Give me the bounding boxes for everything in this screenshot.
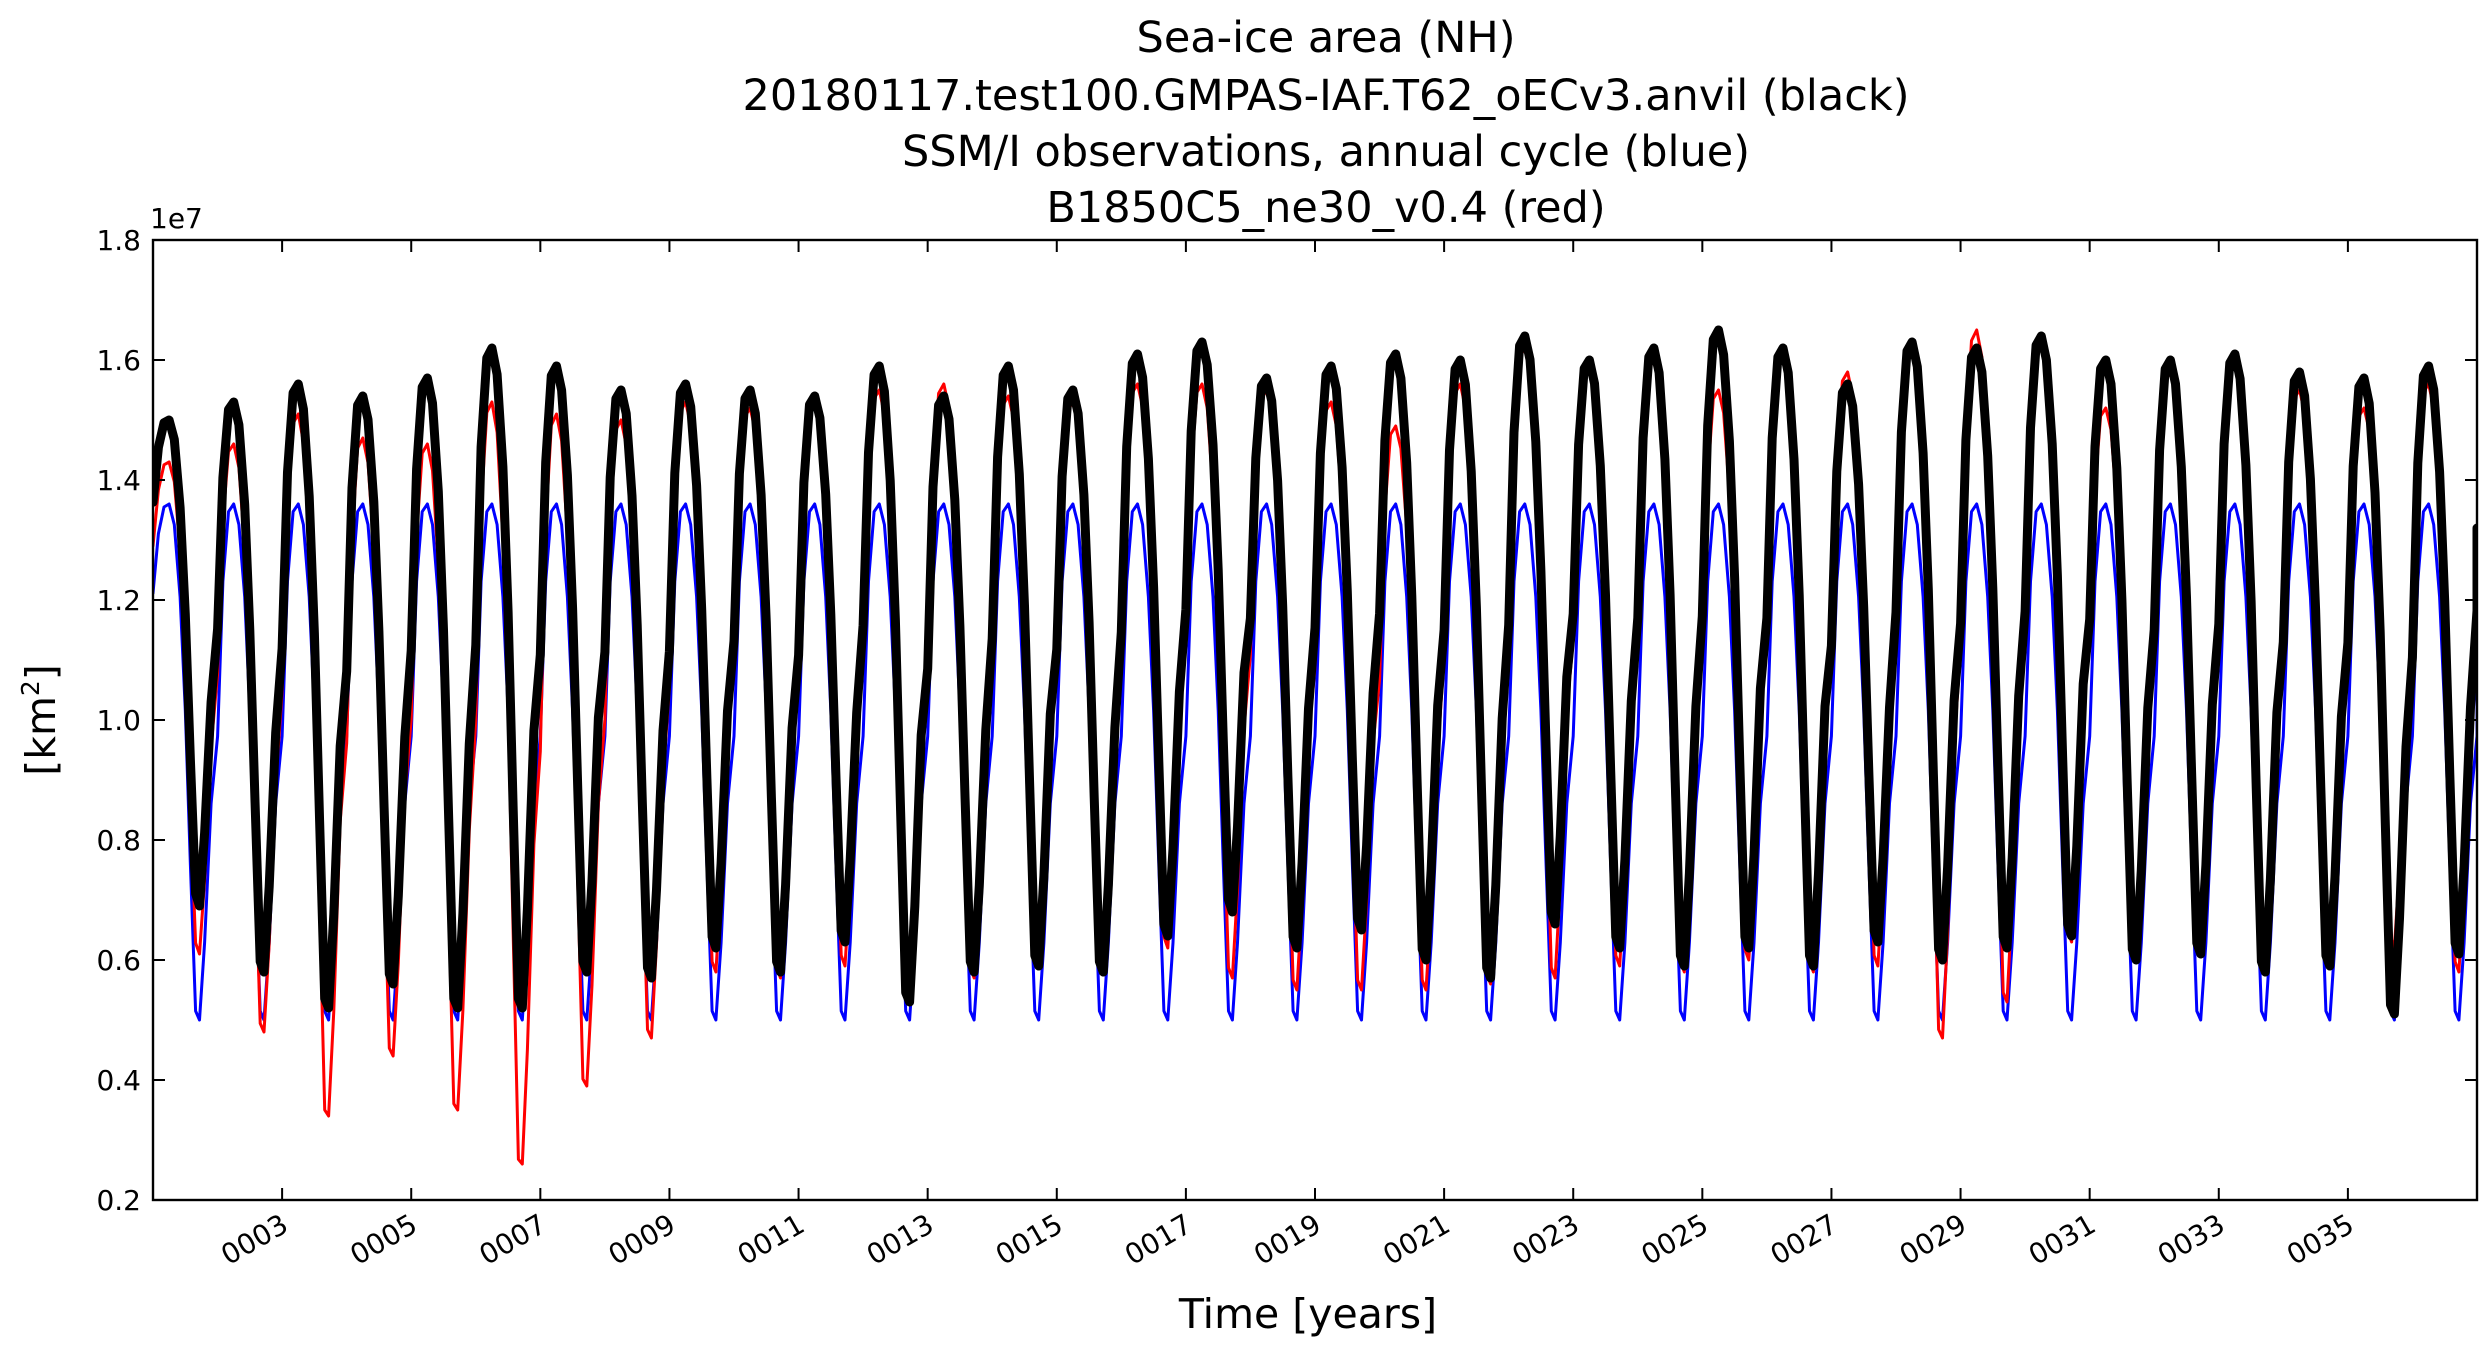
y-axis-label: [km2]: [16, 664, 65, 776]
y-axis-ticks: 0.2 0.4 0.6 0.8 1.0 1.2 1.4 1.6 1.8: [96, 224, 2477, 1217]
y-tick-label: 0.2: [96, 1184, 141, 1217]
y-tick-label: 1.6: [96, 344, 141, 377]
plot-series: [153, 325, 2477, 1166]
y-tick-label: 1.0: [96, 704, 141, 737]
y-tick-label: 1.2: [96, 584, 141, 617]
y-offset-label: 1e7: [150, 202, 203, 235]
plot-area-frame: [151, 238, 2479, 1202]
y-tick-label: 1.8: [96, 224, 141, 257]
x-axis-label: Time [years]: [1178, 1290, 1437, 1338]
chart-title-line-1: Sea-ice area (NH): [1137, 13, 1516, 63]
y-tick-label: 0.4: [96, 1064, 141, 1097]
chart-title: Sea-ice area (NH) 20180117.test100.GMPAS…: [742, 13, 1909, 233]
series-line-model-black: [153, 325, 2477, 1019]
y-tick-label: 1.4: [96, 464, 141, 497]
chart-title-line-4: B1850C5_ne30_v0.4 (red): [1046, 183, 1605, 233]
y-tick-label: 0.6: [96, 944, 141, 977]
chart-title-line-2: 20180117.test100.GMPAS-IAF.T62_oECv3.anv…: [742, 71, 1909, 121]
y-tick-label: 0.8: [96, 824, 141, 857]
chart-title-line-3: SSM/I observations, annual cycle (blue): [902, 127, 1750, 177]
